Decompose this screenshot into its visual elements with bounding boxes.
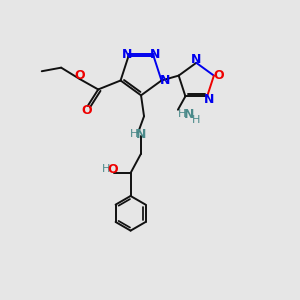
Text: N: N: [150, 49, 160, 62]
Text: N: N: [136, 128, 146, 141]
Text: H: H: [178, 109, 186, 119]
Text: N: N: [184, 108, 194, 121]
Text: O: O: [74, 69, 85, 82]
Text: N: N: [203, 93, 214, 106]
Text: O: O: [213, 69, 224, 82]
Text: H: H: [102, 164, 110, 174]
Text: O: O: [82, 104, 92, 117]
Text: N: N: [122, 49, 132, 62]
Text: H: H: [129, 129, 138, 139]
Text: N: N: [191, 53, 202, 66]
Text: O: O: [107, 163, 118, 176]
Text: N: N: [160, 74, 170, 87]
Text: H: H: [192, 115, 200, 125]
